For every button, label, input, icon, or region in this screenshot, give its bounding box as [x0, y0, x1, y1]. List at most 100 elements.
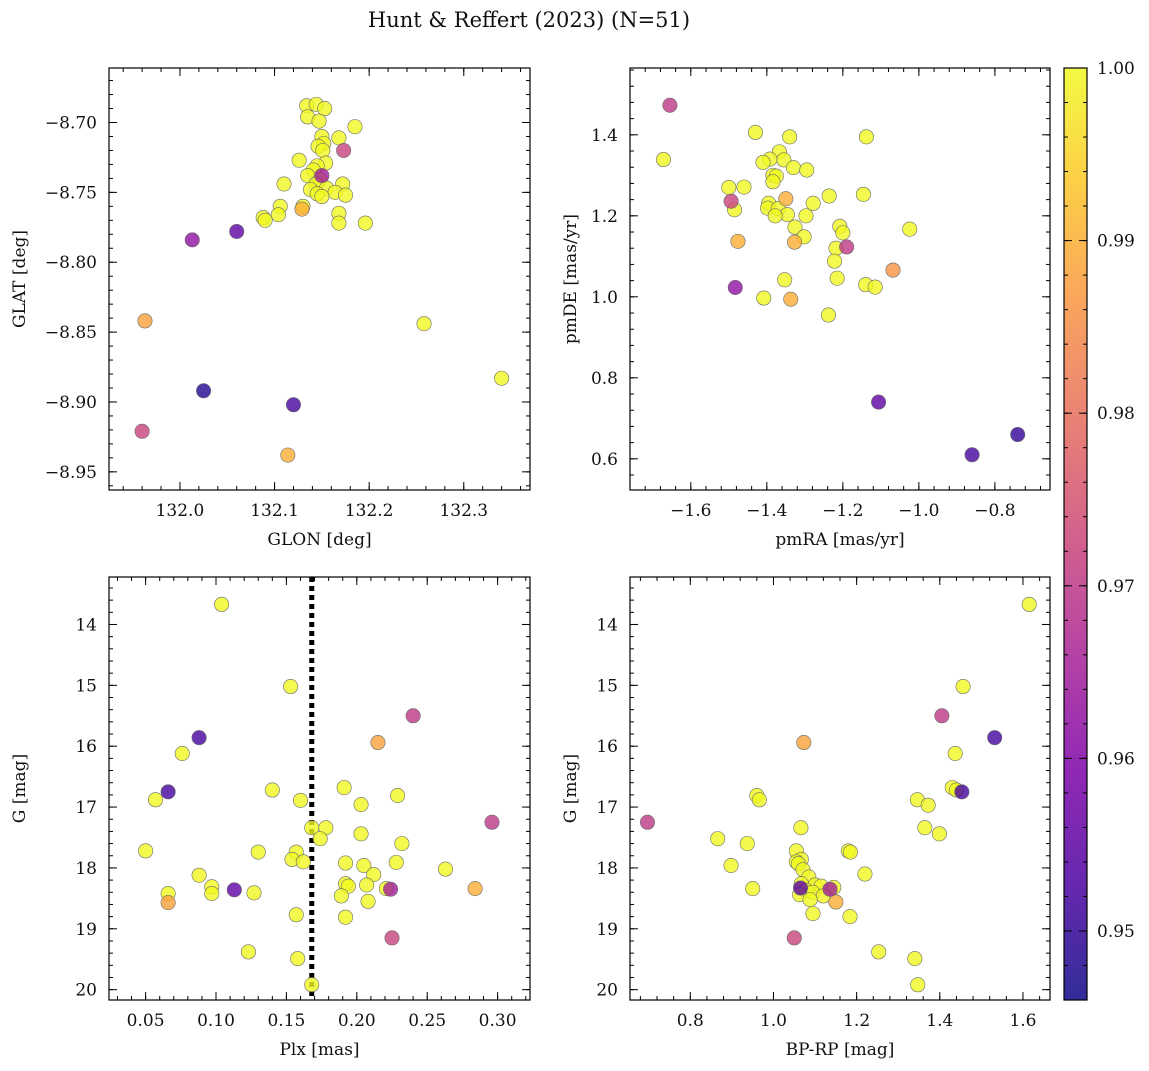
data-point	[792, 880, 808, 896]
data-point	[383, 881, 399, 897]
axes-frame	[629, 67, 1051, 491]
data-point	[745, 881, 761, 897]
data-point	[294, 201, 310, 217]
data-point	[829, 270, 845, 286]
x-tick-label: 0.30	[479, 1011, 517, 1031]
data-point	[786, 930, 802, 946]
data-point	[331, 215, 347, 231]
data-point	[214, 596, 230, 612]
data-point	[835, 225, 851, 241]
x-tick-label: −1.0	[898, 501, 939, 521]
colorbar-gradient	[1064, 68, 1087, 1000]
x-tick-label: 1.6	[1009, 1011, 1036, 1031]
scatter-points	[138, 577, 500, 1000]
x-axis-label: GLON [deg]	[267, 530, 371, 550]
data-point	[842, 909, 858, 925]
data-point	[226, 882, 242, 898]
data-point	[336, 142, 352, 158]
data-point	[839, 239, 855, 255]
y-axis-label: GLAT [deg]	[10, 230, 30, 328]
x-tick-label: −1.4	[746, 501, 787, 521]
y-tick-label: 17	[596, 798, 618, 818]
data-point	[756, 290, 772, 306]
data-point	[867, 279, 883, 295]
y-tick-label: 0.6	[591, 450, 618, 470]
data-point	[317, 101, 333, 117]
x-tick-label: 0.20	[338, 1011, 376, 1031]
x-tick-label: −1.6	[670, 501, 711, 521]
data-point	[920, 797, 936, 813]
data-point	[782, 129, 798, 145]
x-tick-label: 0.05	[127, 1011, 165, 1031]
data-point	[292, 792, 308, 808]
y-tick-label: 16	[75, 737, 97, 757]
x-axis-label: pmRA [mas/yr]	[775, 530, 904, 550]
data-point	[191, 730, 207, 746]
y-tick-label: 1.0	[591, 288, 618, 308]
data-point	[798, 208, 814, 224]
data-point	[826, 253, 842, 269]
data-point	[347, 119, 363, 135]
x-tick-label: 0.8	[677, 1011, 704, 1031]
data-point	[160, 784, 176, 800]
colorbar: 0.95 0.96 0.97 0.98 0.99 1.00	[1063, 59, 1135, 1001]
data-point	[710, 831, 726, 847]
data-point	[196, 383, 212, 399]
data-point	[388, 854, 404, 870]
data-point	[727, 280, 743, 296]
data-point	[802, 892, 818, 908]
data-point	[855, 186, 871, 202]
data-point	[821, 188, 837, 204]
panel-pmra-pmde: −1.6 −1.4 −1.2 −1.0 −0.8 0.6 0.8 1.0 1.2 1.4 pmRA …	[561, 67, 1051, 550]
data-point	[871, 394, 887, 410]
axes-frame	[108, 67, 531, 491]
data-point	[639, 814, 655, 830]
data-point	[240, 944, 256, 960]
data-point	[907, 951, 923, 967]
data-point	[184, 232, 200, 248]
data-point	[360, 893, 376, 909]
axes-frame	[108, 576, 531, 1001]
data-point	[331, 130, 347, 146]
x-tick-label: −0.8	[974, 501, 1015, 521]
panel-bprp-g: 0.8 1.0 1.2 1.4 1.6 14 15 16 17 18 19 20 BP-RP [mag]…	[561, 576, 1051, 1060]
panel-glon-glat: 132.0 132.1 132.2 132.3 −8.70 −8.75 −8.80 −8.85…	[10, 67, 531, 550]
data-point	[484, 814, 500, 830]
x-tick-label: 1.2	[843, 1011, 870, 1031]
data-point	[765, 174, 781, 190]
data-point	[799, 162, 815, 178]
x-tick-label: 0.10	[197, 1011, 235, 1031]
data-point	[314, 168, 330, 184]
colorbar-tick-label: 0.96	[1097, 749, 1135, 769]
data-point	[778, 191, 794, 207]
colorbar-tick-label: 1.00	[1097, 59, 1135, 79]
data-point	[246, 885, 262, 901]
data-point	[828, 894, 844, 910]
y-tick-label: −8.95	[45, 463, 97, 483]
data-point	[793, 820, 809, 836]
data-point	[955, 679, 971, 695]
scatter-points	[134, 96, 510, 463]
data-point	[917, 820, 933, 836]
y-tick-label: 16	[596, 737, 618, 757]
data-point	[290, 951, 306, 967]
data-point	[285, 397, 301, 413]
data-point	[1010, 427, 1026, 443]
data-point	[264, 782, 280, 798]
data-point	[276, 176, 292, 192]
data-point	[751, 792, 767, 808]
y-tick-label: 20	[596, 981, 618, 1001]
data-point	[405, 708, 421, 724]
data-point	[312, 831, 328, 847]
y-tick-label: −8.80	[45, 253, 97, 273]
data-point	[787, 219, 803, 235]
data-point	[288, 907, 304, 923]
y-tick-label: −8.75	[45, 183, 97, 203]
data-point	[931, 826, 947, 842]
y-tick-label: −8.90	[45, 393, 97, 413]
data-point	[739, 836, 755, 852]
x-tick-label: 132.1	[250, 501, 299, 521]
y-tick-label: 17	[75, 798, 97, 818]
y-tick-label: 18	[596, 859, 618, 879]
